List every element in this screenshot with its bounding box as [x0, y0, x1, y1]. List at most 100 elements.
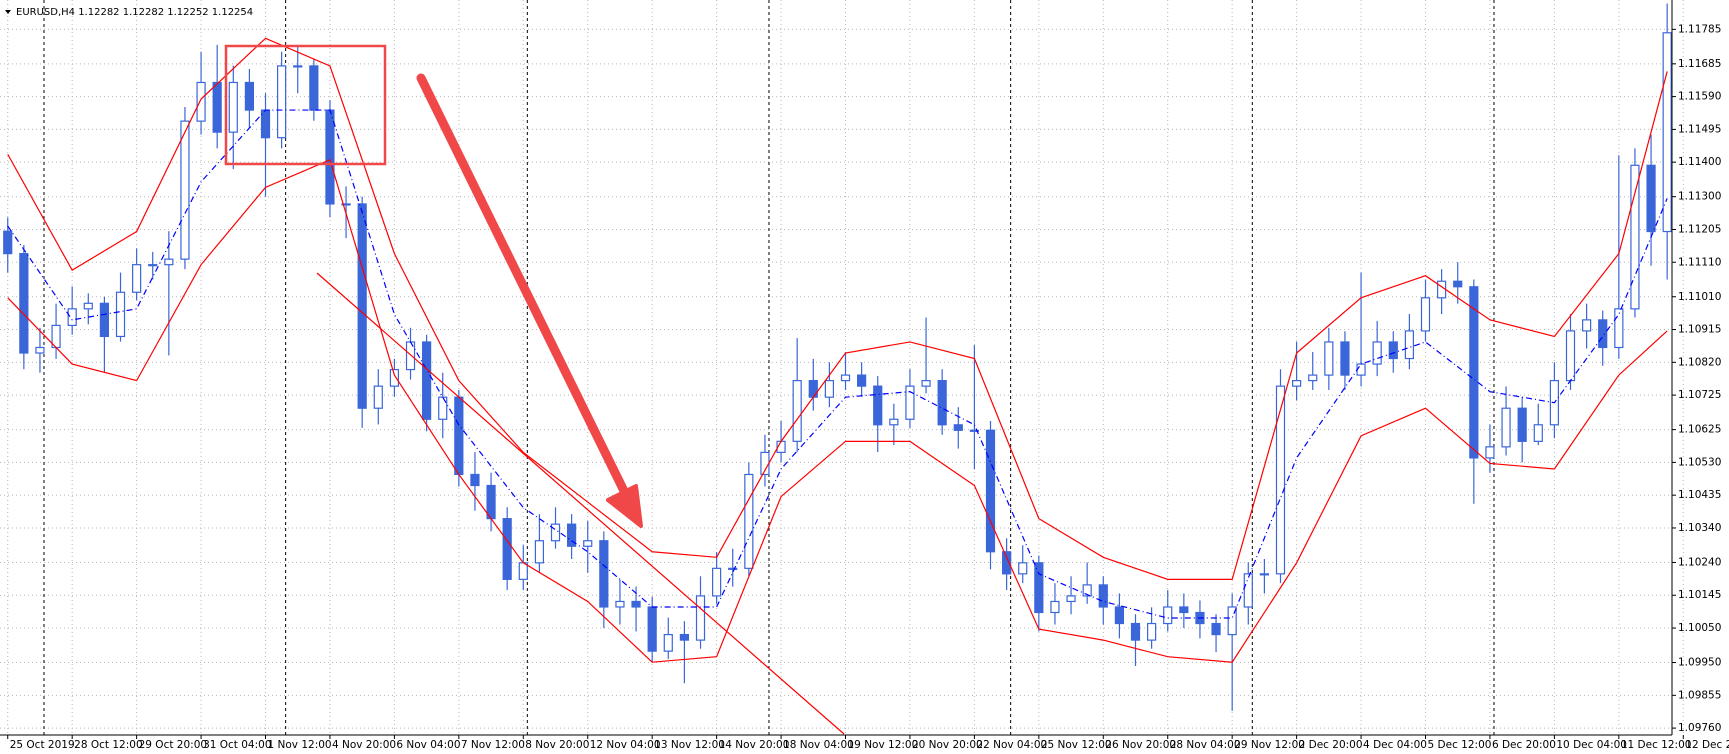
candle-body — [728, 567, 738, 570]
candle-body — [599, 540, 609, 608]
y-tick-label: 1.10915 — [1678, 324, 1721, 336]
arrow-shaft — [416, 73, 630, 498]
arrow-head — [606, 484, 643, 528]
candle-body — [1114, 606, 1124, 625]
x-tick-label: 2 Dec 20:00 — [1299, 739, 1363, 751]
candle-body — [808, 380, 818, 398]
candle-body — [277, 65, 287, 139]
y-tick-label: 1.11495 — [1678, 123, 1721, 135]
candle-body — [1404, 330, 1414, 360]
candle-body — [1243, 573, 1253, 608]
y-tick-label: 1.09855 — [1678, 689, 1721, 701]
candle-body — [1485, 446, 1495, 459]
candle-body — [1517, 407, 1527, 442]
candle-body — [937, 380, 947, 426]
x-tick-label: 5 Dec 12:00 — [1428, 739, 1492, 751]
candle-body — [712, 567, 722, 597]
candle-body — [19, 253, 29, 354]
period-separators — [43, 0, 1495, 735]
y-tick-label: 1.10625 — [1678, 424, 1721, 436]
x-tick-label: 10 Dec 04:00 — [1556, 739, 1627, 751]
candle-body — [228, 81, 238, 133]
candle-body — [1259, 573, 1269, 576]
candle-body — [148, 264, 158, 267]
candle-body — [35, 346, 45, 354]
candle-body — [1147, 622, 1157, 641]
y-tick-label: 1.11400 — [1678, 156, 1721, 168]
candle-body — [1662, 32, 1672, 233]
x-tick-label: 6 Dec 20:00 — [1492, 739, 1556, 751]
candle-body — [921, 380, 931, 387]
x-tick-label: 29 Oct 20:00 — [139, 739, 207, 751]
candle-body — [1614, 308, 1624, 349]
candle-body — [1356, 363, 1366, 376]
candle-body — [744, 473, 754, 569]
x-tick-label: 7 Nov 12:00 — [461, 739, 525, 751]
candle-body — [905, 385, 915, 420]
candle-body — [83, 302, 93, 310]
candle-body — [647, 606, 657, 652]
candle-body — [3, 230, 13, 255]
candle-body — [615, 600, 625, 608]
candle-body — [969, 429, 979, 432]
candle-body — [1163, 606, 1173, 625]
candle-body — [695, 595, 706, 641]
y-tick-label: 1.11110 — [1678, 256, 1721, 268]
y-tick-label: 1.09760 — [1678, 722, 1721, 734]
bollinger-band — [7, 109, 1668, 619]
candle-body — [164, 258, 174, 266]
bollinger-band — [7, 158, 1668, 663]
x-tick-label: 6 Nov 04:00 — [396, 739, 460, 751]
candle-body — [663, 633, 673, 652]
candle-body — [1034, 562, 1044, 614]
candle-body — [583, 540, 593, 547]
y-tick-label: 1.11590 — [1678, 91, 1721, 103]
candle-body — [1324, 341, 1334, 376]
candle-body — [1533, 424, 1543, 442]
trend-line — [316, 272, 845, 735]
x-tick-label: 22 Nov 04:00 — [976, 739, 1047, 751]
y-tick-label: 1.10820 — [1678, 356, 1721, 368]
bollinger-band — [7, 37, 1668, 580]
candle-body — [534, 540, 544, 564]
symbol-menu-arrow[interactable] — [5, 10, 11, 14]
candle-body — [438, 396, 448, 420]
candle-body — [1630, 164, 1640, 310]
candle-body — [1082, 584, 1092, 597]
candle-body — [180, 120, 190, 260]
candle-body — [67, 308, 77, 327]
candle-body — [1453, 280, 1463, 288]
candle-body — [1066, 595, 1076, 603]
candle-body — [1469, 286, 1479, 459]
candle-body — [1098, 584, 1108, 608]
y-tick-label: 1.11300 — [1678, 191, 1721, 203]
x-tick-label: 14 Nov 20:00 — [719, 739, 790, 751]
y-tick-label: 1.09950 — [1678, 657, 1721, 669]
y-tick-label: 1.10340 — [1678, 522, 1721, 534]
candle-body — [293, 65, 303, 68]
x-tick-label: 25 Oct 2019 — [10, 739, 75, 751]
candle-body — [1292, 380, 1302, 387]
x-tick-label: 18 Nov 04:00 — [783, 739, 854, 751]
x-tick-label: 11 Dec 12:00 — [1621, 739, 1692, 751]
candle-body — [1018, 562, 1028, 575]
candle-body — [99, 302, 109, 338]
candle-body — [341, 203, 351, 206]
candle-body — [1388, 341, 1398, 360]
x-tick-label: 28 Oct 12:00 — [74, 739, 142, 751]
candle-body — [1340, 341, 1350, 376]
candle-body — [873, 385, 883, 426]
x-tick-label: 4 Dec 04:00 — [1363, 739, 1427, 751]
x-tick-label: 29 Nov 12:00 — [1234, 739, 1305, 751]
candle-body — [1211, 622, 1221, 636]
candle-body — [1565, 330, 1576, 382]
candle-body — [244, 81, 254, 111]
candle-body — [953, 424, 963, 431]
candle-body — [1002, 551, 1012, 575]
x-tick-label: 19 Nov 12:00 — [848, 739, 919, 751]
x-tick-label: 12 Dec 20:00 — [1685, 739, 1729, 751]
y-tick-label: 1.10240 — [1678, 556, 1721, 568]
x-tick-label: 26 Nov 20:00 — [1105, 739, 1176, 751]
candle-body — [1308, 374, 1318, 382]
candle-body — [1227, 606, 1237, 636]
